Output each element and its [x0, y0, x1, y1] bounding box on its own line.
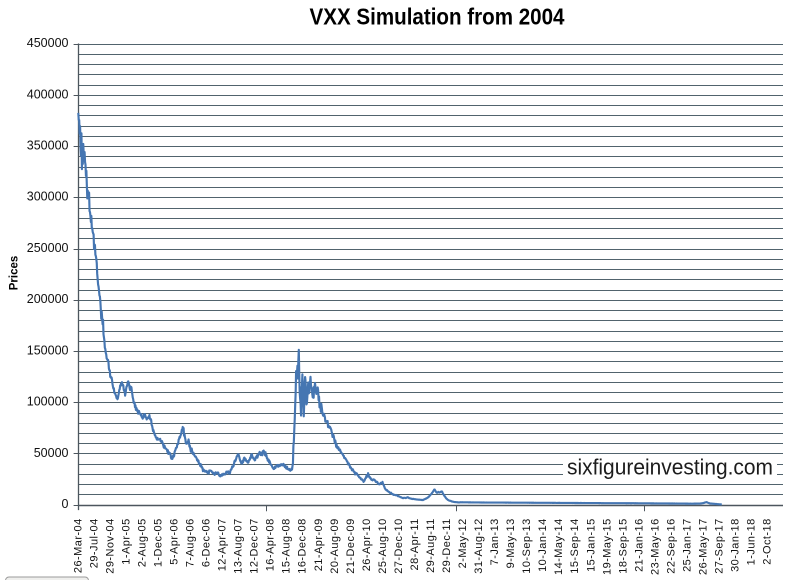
svg-text:16-Dec-08: 16-Dec-08: [297, 518, 309, 573]
svg-text:15-Aug-08: 15-Aug-08: [281, 518, 293, 573]
svg-text:350000: 350000: [27, 139, 69, 153]
svg-text:27-Sep-17: 27-Sep-17: [713, 518, 725, 573]
svg-text:VXX Simulation from 2004: VXX Simulation from 2004: [310, 4, 565, 30]
svg-text:21-Dec-09: 21-Dec-09: [345, 518, 357, 573]
svg-text:2-Aug-05: 2-Aug-05: [136, 518, 148, 567]
svg-text:29-Jul-04: 29-Jul-04: [88, 518, 100, 568]
svg-text:14-May-14: 14-May-14: [553, 518, 565, 575]
svg-text:16-Apr-08: 16-Apr-08: [265, 518, 277, 571]
svg-text:1-Apr-05: 1-Apr-05: [120, 518, 132, 564]
svg-text:300000: 300000: [27, 190, 69, 204]
svg-text:10-Sep-13: 10-Sep-13: [521, 518, 533, 573]
svg-text:1-Dec-05: 1-Dec-05: [152, 518, 164, 567]
svg-text:15-Sep-14: 15-Sep-14: [569, 518, 581, 573]
svg-text:0: 0: [62, 497, 69, 511]
svg-text:6-Dec-06: 6-Dec-06: [201, 518, 213, 567]
svg-text:25-Jan-17: 25-Jan-17: [681, 518, 693, 572]
svg-text:26-Mar-04: 26-Mar-04: [72, 518, 84, 573]
svg-text:21-Jan-16: 21-Jan-16: [633, 518, 645, 572]
svg-text:150000: 150000: [27, 343, 69, 357]
svg-text:29-Aug-11: 29-Aug-11: [425, 518, 437, 573]
svg-text:18-Sep-15: 18-Sep-15: [617, 518, 629, 573]
svg-text:15-Jan-15: 15-Jan-15: [585, 518, 597, 572]
svg-text:25-Aug-10: 25-Aug-10: [377, 518, 389, 573]
svg-text:2-Oct-18: 2-Oct-18: [762, 518, 774, 564]
svg-text:29-Dec-11: 29-Dec-11: [441, 518, 453, 573]
svg-text:7-Aug-06: 7-Aug-06: [185, 518, 197, 567]
svg-text:29-Nov-04: 29-Nov-04: [104, 518, 116, 573]
svg-text:200000: 200000: [27, 292, 69, 306]
svg-text:100000: 100000: [27, 395, 69, 409]
svg-text:26-Apr-10: 26-Apr-10: [361, 518, 373, 571]
svg-text:1-Jun-18: 1-Jun-18: [746, 518, 758, 565]
svg-text:27-Dec-10: 27-Dec-10: [393, 518, 405, 573]
svg-text:28-Apr-11: 28-Apr-11: [409, 518, 421, 570]
svg-text:250000: 250000: [27, 241, 69, 255]
svg-text:400000: 400000: [27, 87, 69, 101]
svg-text:9-May-13: 9-May-13: [505, 518, 517, 568]
svg-text:50000: 50000: [34, 446, 69, 460]
svg-text:12-Apr-07: 12-Apr-07: [217, 518, 229, 571]
svg-text:10-Jan-14: 10-Jan-14: [537, 518, 549, 572]
svg-text:7-Jan-13: 7-Jan-13: [489, 518, 501, 565]
svg-text:21-Apr-09: 21-Apr-09: [313, 518, 325, 571]
svg-text:Prices: Prices: [9, 256, 21, 291]
svg-text:20-Aug-09: 20-Aug-09: [329, 518, 341, 573]
svg-text:31-Aug-12: 31-Aug-12: [473, 518, 485, 573]
svg-text:12-Dec-07: 12-Dec-07: [249, 518, 261, 573]
svg-text:sixfigureinvesting.com: sixfigureinvesting.com: [567, 455, 773, 480]
svg-text:450000: 450000: [27, 36, 69, 50]
svg-text:2-May-12: 2-May-12: [457, 518, 469, 568]
svg-text:23-May-16: 23-May-16: [649, 518, 661, 575]
svg-text:5-Apr-06: 5-Apr-06: [169, 518, 181, 564]
svg-text:19-May-15: 19-May-15: [601, 518, 613, 575]
svg-text:22-Sep-16: 22-Sep-16: [665, 518, 677, 573]
svg-text:13-Aug-07: 13-Aug-07: [233, 518, 245, 573]
svg-text:30-Jan-18: 30-Jan-18: [730, 518, 742, 572]
svg-text:26-May-17: 26-May-17: [697, 518, 709, 575]
